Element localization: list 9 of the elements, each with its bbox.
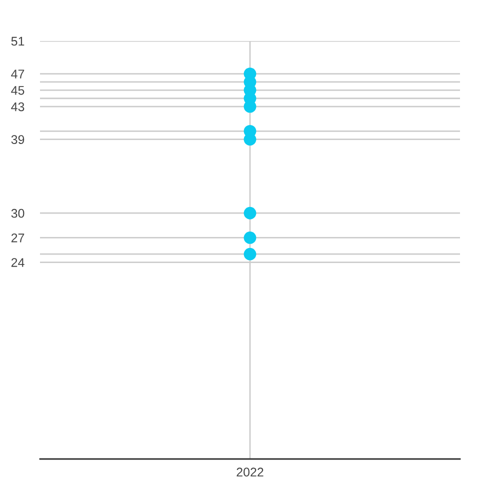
y-tick-label: 47	[11, 70, 24, 78]
y-tick-label: 43	[11, 102, 24, 112]
y-tick-label: 45	[11, 86, 24, 95]
y-tick-label: 30	[11, 208, 24, 218]
y-tick-label: 51	[11, 36, 24, 46]
y-tick-label: 24	[11, 258, 24, 267]
y-tick-label: 39	[11, 135, 24, 144]
x-tick-label: 2022	[236, 468, 264, 477]
y-tick-label: 27	[11, 234, 24, 242]
